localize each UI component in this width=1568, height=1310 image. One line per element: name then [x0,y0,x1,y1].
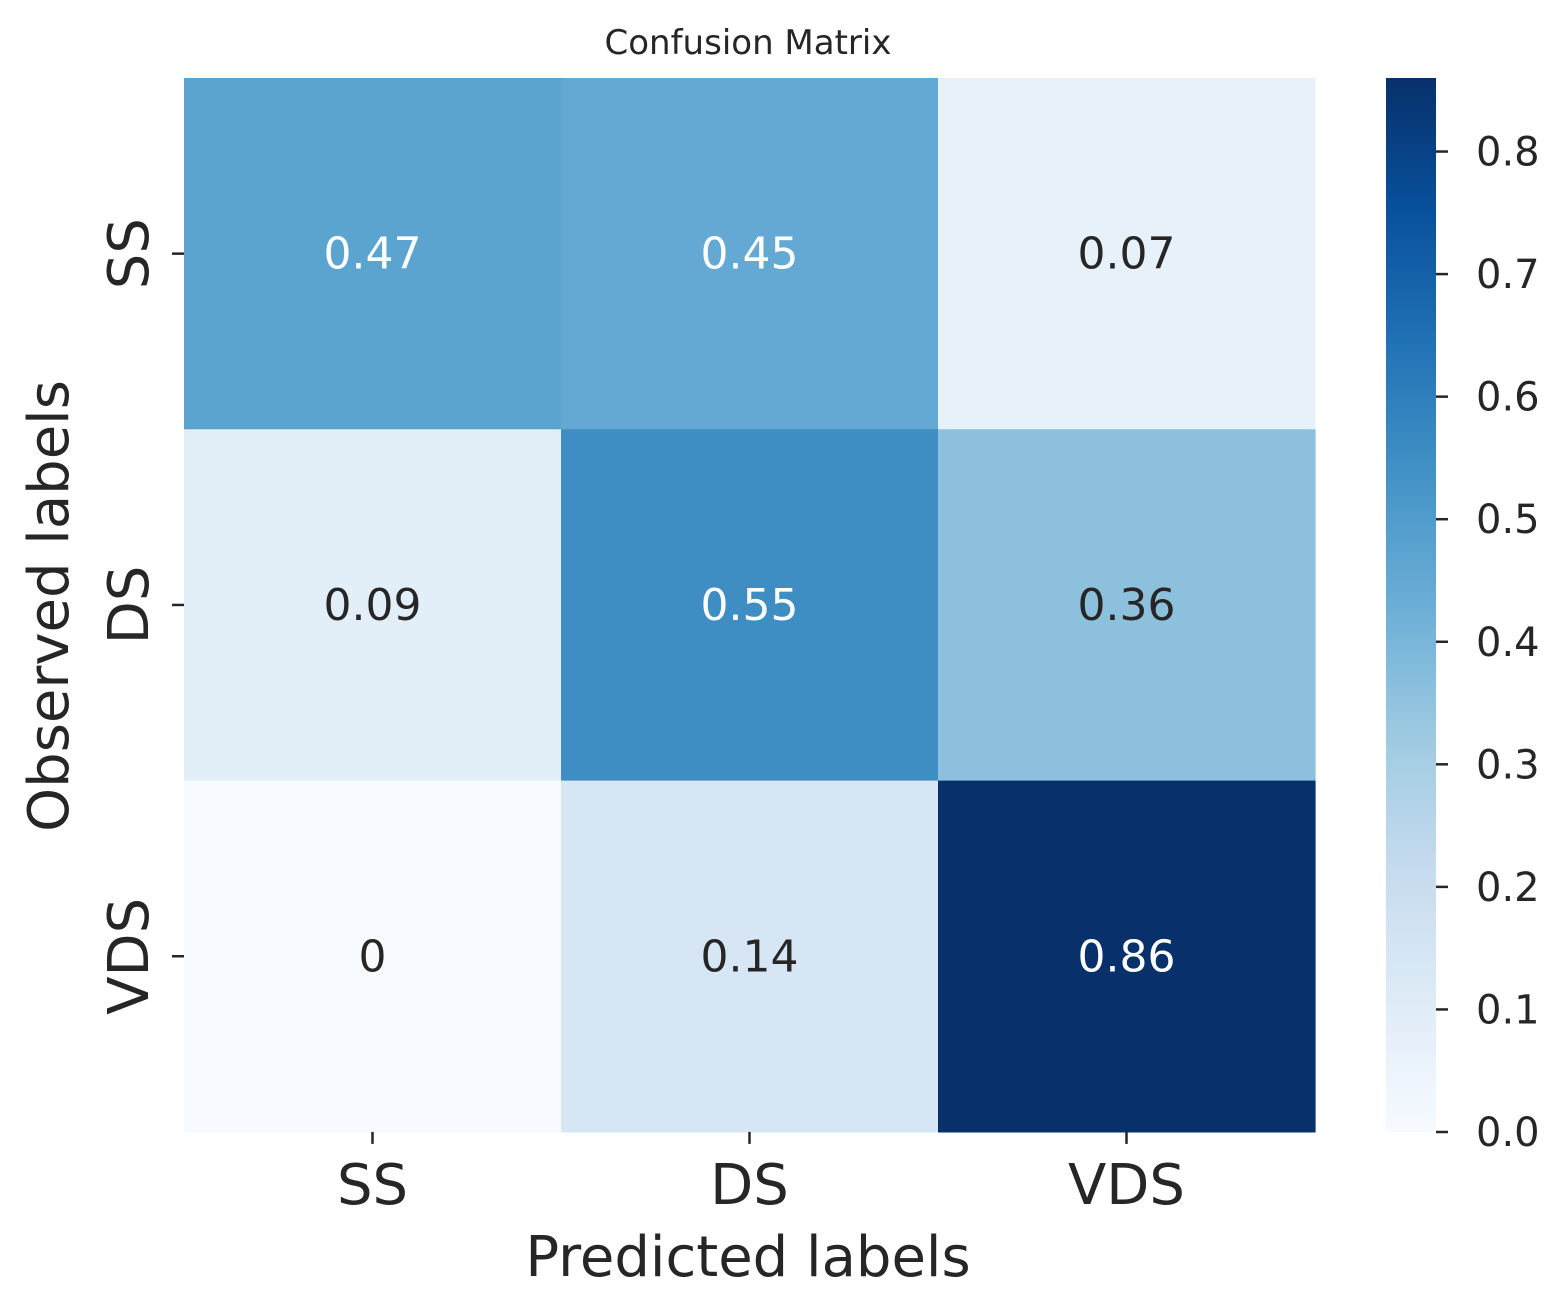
heatmap-cell [184,780,562,1133]
y-tick-label: DS [97,566,162,645]
cell-value-label: 0 [359,931,387,982]
cell-value-label: 0.45 [701,229,799,280]
colorbar [1386,78,1436,1132]
heatmap-cell [938,780,1316,1133]
heatmap-cells [184,78,1316,1133]
chart-title: Confusion Matrix [605,23,892,63]
x-tick-label: DS [710,1153,789,1218]
cell-value-label: 0.36 [1078,580,1176,631]
x-axis-ticks: SS DS VDS [337,1131,1185,1218]
heatmap-cell [561,78,939,430]
colorbar-tick-label: 0.6 [1476,375,1540,421]
y-tick-label: VDS [97,898,162,1015]
y-axis-ticks: SS DS VDS [97,218,184,1015]
colorbar-tick-label: 0.2 [1476,865,1540,911]
x-tick-label: VDS [1068,1153,1185,1218]
x-tick-label: SS [337,1153,408,1218]
cell-value-label: 0.07 [1078,229,1176,280]
heatmap-cell [561,429,939,782]
cell-value-label: 0.55 [701,580,799,631]
y-axis-label: Observed labels [17,380,82,832]
y-tick-label: SS [97,218,162,289]
heatmap-cell [184,429,562,782]
heatmap-cell [184,78,562,430]
heatmap-cell [561,780,939,1133]
colorbar-tick-label: 0.3 [1476,742,1540,788]
colorbar-tick-label: 0.5 [1476,497,1540,543]
colorbar-tick-label: 0.8 [1476,130,1540,176]
colorbar-ticks: 0.0 0.1 0.2 0.3 0.4 0.5 0.6 0.7 0.8 [1436,130,1540,1156]
colorbar-tick-label: 0.4 [1476,620,1540,666]
cell-annotations: 0.47 0.45 0.07 0.09 0.55 0.36 0 0.14 0.86 [324,229,1176,983]
cell-value-label: 0.86 [1078,931,1176,982]
cell-value-label: 0.09 [324,580,422,631]
heatmap-cell [938,78,1316,430]
colorbar-tick-label: 0.1 [1476,987,1540,1033]
cell-value-label: 0.47 [324,229,422,280]
colorbar-tick-label: 0.0 [1476,1110,1540,1156]
x-axis-label: Predicted labels [525,1225,970,1290]
cell-value-label: 0.14 [701,931,799,982]
heatmap-cell [938,429,1316,782]
colorbar-tick-label: 0.7 [1476,252,1540,298]
